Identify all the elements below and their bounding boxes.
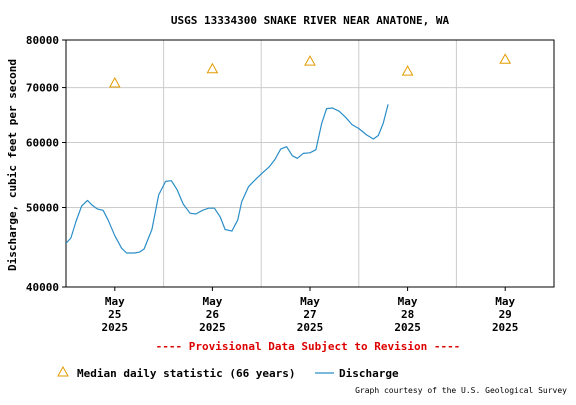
legend: Median daily statistic (66 years) Discha…	[57, 365, 399, 380]
median-marker	[401, 65, 414, 76]
x-tick-day: 29	[499, 308, 512, 321]
median-marker	[499, 53, 512, 64]
x-axis-ticks: May252025May262025May272025May282025May2…	[102, 287, 519, 334]
chart-title: USGS 13334300 SNAKE RIVER NEAR ANATONE, …	[171, 14, 450, 27]
x-tick-month: May	[202, 295, 222, 308]
legend-median-symbol	[57, 365, 69, 377]
x-tick-year: 2025	[297, 321, 324, 334]
x-tick-day: 27	[303, 308, 316, 321]
median-marker	[304, 55, 316, 66]
x-tick-year: 2025	[199, 321, 226, 334]
y-tick-label: 80000	[26, 34, 59, 47]
grid	[66, 40, 554, 287]
x-tick-month: May	[300, 295, 320, 308]
x-tick-month: May	[495, 295, 515, 308]
y-tick-label: 60000	[26, 137, 59, 150]
plot-frame	[65, 39, 555, 288]
x-tick-day: 26	[206, 308, 220, 321]
y-axis-ticks: 40000 50000 60000 70000 80000	[26, 34, 66, 294]
median-marker	[206, 62, 219, 74]
x-tick-month: May	[398, 295, 418, 308]
legend-median-label: Median daily statistic (66 years)	[77, 367, 296, 380]
y-tick-label: 40000	[26, 281, 59, 294]
legend-discharge-label: Discharge	[339, 367, 399, 380]
series	[65, 53, 512, 254]
y-axis-label: Discharge, cubic feet per second	[6, 59, 19, 271]
x-tick-day: 25	[108, 308, 121, 321]
y-tick-label: 50000	[26, 201, 59, 214]
median-marker	[108, 77, 121, 88]
credit-text: Graph courtesy of the U.S. Geological Su…	[355, 386, 567, 395]
x-tick-day: 28	[401, 308, 414, 321]
provisional-notice: ---- Provisional Data Subject to Revisio…	[156, 340, 461, 353]
x-tick-year: 2025	[102, 321, 129, 334]
y-tick-label: 70000	[26, 82, 59, 95]
x-tick-year: 2025	[492, 321, 519, 334]
x-tick-month: May	[105, 295, 125, 308]
discharge-line	[65, 104, 389, 254]
x-tick-year: 2025	[394, 321, 421, 334]
